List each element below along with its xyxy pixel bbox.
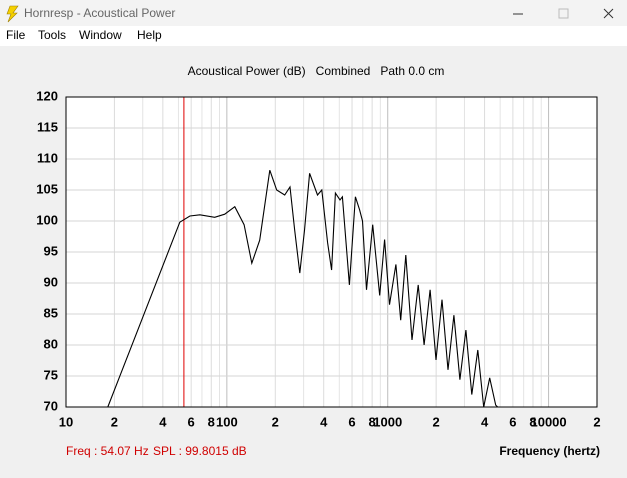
y-tick-label: 100	[36, 212, 58, 227]
x-tick-label: 2	[433, 414, 440, 429]
x-axis-label: Frequency (hertz)	[499, 444, 600, 458]
status-freq: Freq : 54.07 Hz	[66, 444, 149, 458]
x-tick-label: 10000	[530, 414, 566, 429]
y-tick-label: 90	[44, 274, 58, 289]
x-tick-label: 4	[320, 414, 328, 429]
x-tick-label: 2	[593, 414, 600, 429]
menu-item[interactable]: Help	[137, 28, 162, 42]
close-button[interactable]	[603, 8, 614, 19]
menu-item[interactable]: File	[6, 28, 26, 42]
window-title: Hornresp - Acoustical Power	[24, 6, 175, 20]
chart-title: Acoustical Power (dB) Combined Path 0.0 …	[188, 64, 445, 78]
x-tick-label: 8	[529, 414, 536, 429]
x-tick-label: 2	[111, 414, 118, 429]
y-tick-label: 95	[44, 243, 58, 258]
x-tick-label: 4	[159, 414, 167, 429]
plot-frame	[65, 96, 598, 408]
y-tick-label: 80	[44, 336, 58, 351]
x-tick-label: 6	[509, 414, 516, 429]
title-bar	[0, 0, 627, 26]
x-tick-label: 8	[208, 414, 215, 429]
y-tick-label: 105	[36, 181, 58, 196]
x-tick-label: 6	[348, 414, 355, 429]
response-curve	[107, 170, 499, 408]
x-tick-label: 1000	[373, 414, 402, 429]
x-tick-label: 8	[369, 414, 376, 429]
x-tick-label: 100	[216, 414, 238, 429]
menu-item[interactable]: Tools	[38, 28, 66, 42]
y-tick-label: 85	[44, 305, 58, 320]
x-tick-label: 10	[59, 414, 73, 429]
x-tick-label: 6	[188, 414, 195, 429]
x-tick-label: 4	[481, 414, 489, 429]
y-tick-label: 70	[44, 398, 58, 413]
menu-item[interactable]: Window	[79, 28, 122, 42]
y-tick-label: 115	[37, 119, 58, 134]
x-tick-label: 2	[272, 414, 279, 429]
status-spl: SPL : 99.8015 dB	[153, 444, 247, 458]
maximize-button[interactable]	[558, 8, 569, 19]
y-tick-label: 110	[37, 150, 58, 165]
app-icon	[6, 5, 19, 23]
y-tick-label: 120	[36, 88, 58, 103]
menu-bar	[0, 26, 627, 46]
y-tick-label: 75	[44, 367, 58, 382]
menu: File Tools Window Help	[6, 28, 162, 42]
